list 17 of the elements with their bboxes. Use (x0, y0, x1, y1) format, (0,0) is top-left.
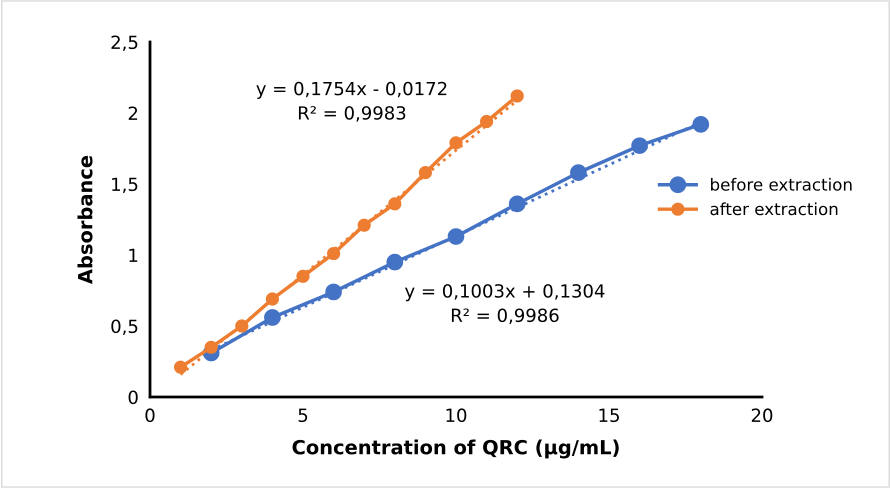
y-tick-label: 0 (128, 390, 138, 404)
y-axis-title: Absorbance (77, 156, 93, 284)
y-tick-label: 1 (129, 248, 138, 262)
x-tick-label: 10 (446, 408, 466, 422)
y-tick-label: 0,5 (111, 319, 138, 335)
x-tick-label: 5 (298, 408, 308, 422)
annotation: y = 0,1754x - 0,0172 R² = 0,9983 (256, 82, 446, 122)
x-tick-label: 20 (752, 408, 772, 422)
x-tick-label: 0 (145, 408, 155, 422)
legend-label: before extraction (711, 178, 852, 191)
y-tick-label: 2,5 (112, 35, 138, 51)
x-tick-label: 15 (599, 408, 619, 422)
y-tick-label: 1,5 (112, 178, 138, 193)
legend-label: after extraction (710, 202, 838, 216)
x-axis-title: Concentration of QRC (µg/mL) (292, 439, 619, 458)
annotation: y = 0,1003x + 0,1304 R² = 0,9986 (405, 284, 604, 324)
y-tick-label: 2 (128, 106, 138, 120)
